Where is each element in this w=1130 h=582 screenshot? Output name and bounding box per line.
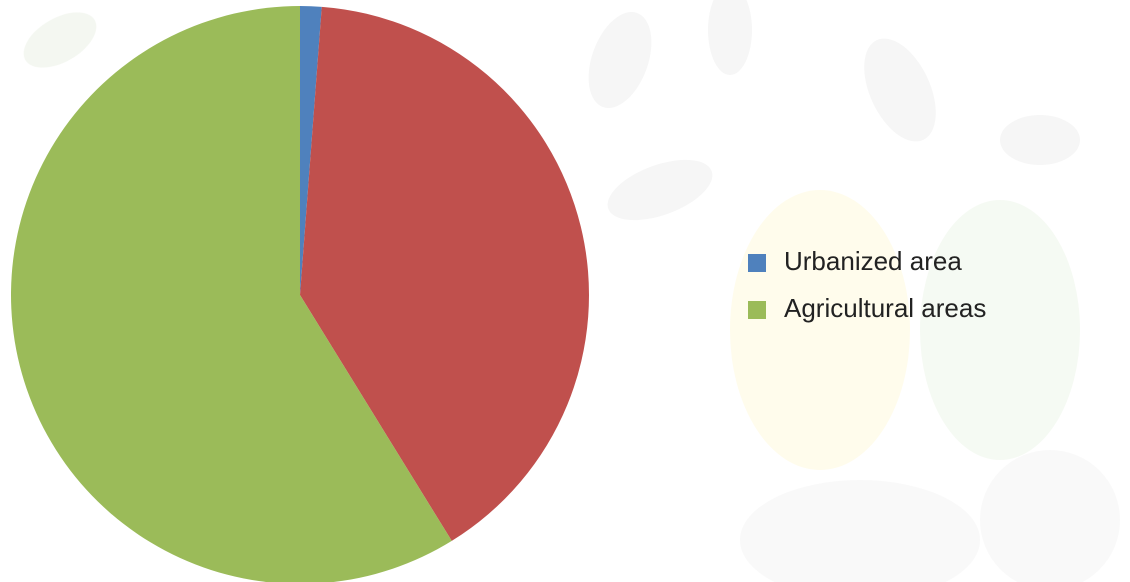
legend-label: Agricultural areas — [784, 293, 986, 323]
legend-swatch — [748, 301, 766, 319]
page: Urbanized areaAgricultural areas (() => … — [0, 0, 1130, 582]
legend-label: Urbanized area — [784, 246, 962, 276]
chart: Urbanized area Agricultural areas — [0, 0, 1130, 582]
legend-swatch — [748, 254, 766, 272]
